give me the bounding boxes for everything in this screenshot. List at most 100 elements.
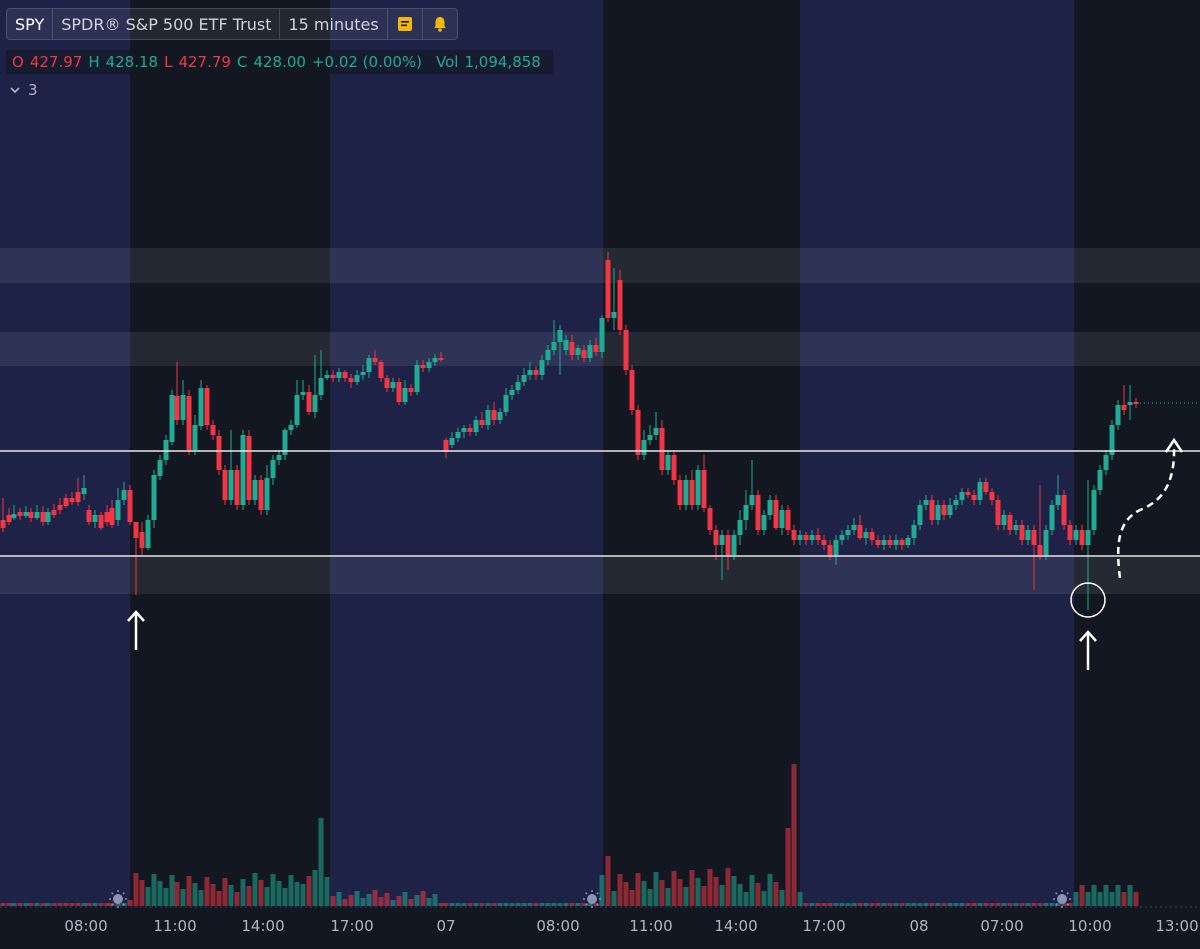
- volume-bar: [575, 903, 581, 906]
- volume-bar: [324, 877, 330, 906]
- volume-bar: [947, 903, 953, 906]
- candle-down: [899, 538, 905, 550]
- annotations[interactable]: [127, 437, 1184, 670]
- candle-body: [977, 482, 983, 500]
- candle-body: [497, 412, 503, 420]
- candle-up: [1001, 510, 1007, 530]
- volume-bar: [533, 903, 539, 906]
- volume-bar: [348, 895, 354, 906]
- volume-bars: [0, 764, 1139, 906]
- candle-body: [755, 495, 761, 530]
- candle-up: [92, 510, 98, 528]
- volume-bar: [647, 889, 653, 906]
- volume-bar: [23, 903, 29, 906]
- volume-bar: [86, 903, 92, 906]
- volume-bar: [157, 881, 163, 906]
- candle-up: [426, 358, 432, 372]
- candle-body: [151, 475, 157, 520]
- time-axis-label: 08:00: [536, 917, 580, 935]
- candle-up: [743, 490, 749, 530]
- candle-up: [151, 470, 157, 528]
- volume-bar: [461, 903, 467, 906]
- sun-ray: [122, 903, 125, 906]
- candle-up: [797, 530, 803, 545]
- candle-body: [86, 510, 92, 522]
- candle-body: [300, 392, 306, 395]
- close-value: 428.00: [253, 53, 306, 71]
- candle-body: [1085, 530, 1091, 545]
- candle-body: [899, 540, 905, 545]
- candle-body: [695, 470, 701, 505]
- candle-body: [869, 532, 875, 540]
- volume-bar: [455, 903, 461, 906]
- candle-body: [180, 395, 186, 420]
- candle-up: [839, 530, 845, 545]
- candle-up: [833, 535, 839, 565]
- volume-bar: [899, 903, 905, 906]
- candle-body: [414, 365, 420, 392]
- close-label: C: [236, 53, 248, 71]
- volume-bar: [354, 891, 360, 906]
- candle-up: [863, 528, 869, 545]
- candle-down: [6, 508, 12, 525]
- low-label: L: [164, 53, 173, 71]
- candle-body: [761, 515, 767, 530]
- candle-body: [443, 440, 449, 452]
- alert-button[interactable]: [423, 9, 457, 39]
- candle-up: [851, 518, 857, 535]
- volume-bar: [773, 882, 779, 906]
- candle-up: [240, 430, 246, 510]
- candle-up: [1109, 420, 1115, 460]
- sun-core: [1057, 894, 1067, 904]
- volume-bar: [569, 903, 575, 906]
- volume-bar: [521, 903, 527, 906]
- candle-up: [545, 345, 551, 365]
- candle-up: [557, 325, 563, 375]
- candle-body: [324, 375, 330, 378]
- candle-down: [875, 535, 881, 548]
- interval-label[interactable]: 15 minutes: [280, 9, 388, 39]
- candle-up: [414, 360, 420, 395]
- candle-body: [264, 478, 270, 510]
- candle-down: [1067, 520, 1073, 545]
- volume-bar: [911, 903, 917, 906]
- candle-up: [318, 350, 324, 400]
- time-axis-label: 14:00: [714, 917, 758, 935]
- candle-body: [342, 372, 348, 378]
- candle-up: [905, 535, 911, 548]
- candle-body: [282, 430, 288, 455]
- open-label: O: [12, 53, 24, 71]
- candle-up: [767, 495, 773, 520]
- indicators-toggle[interactable]: 3: [6, 80, 38, 100]
- volume-bar: [1097, 892, 1103, 906]
- candle-body: [875, 540, 881, 545]
- volume-bar: [115, 903, 121, 906]
- candle-body: [104, 512, 110, 522]
- candle-body: [845, 530, 851, 535]
- candle-down: [785, 505, 791, 535]
- candle-body: [40, 512, 46, 522]
- volume-bar: [1127, 885, 1133, 906]
- volume-bar: [1043, 903, 1049, 906]
- candle-body: [420, 365, 426, 368]
- candle-body: [1013, 525, 1019, 530]
- volume-bar: [557, 903, 563, 906]
- horizontal-levels[interactable]: [0, 402, 1200, 557]
- price-zone: [0, 557, 1200, 594]
- note-button[interactable]: [388, 9, 423, 39]
- candle-body: [527, 370, 533, 375]
- candle-body: [953, 500, 959, 505]
- candle-down: [342, 370, 348, 382]
- volume-bar: [372, 890, 378, 906]
- candle-down: [75, 478, 81, 506]
- candle-body: [599, 318, 605, 352]
- candle-body: [569, 342, 575, 355]
- candle-up: [731, 530, 737, 560]
- symbol-ticker[interactable]: SPY: [7, 9, 54, 39]
- candle-body: [791, 530, 797, 540]
- volume-bar: [276, 881, 282, 906]
- high-label: H: [88, 53, 100, 71]
- volume-bar: [851, 903, 857, 906]
- candle-up: [977, 478, 983, 505]
